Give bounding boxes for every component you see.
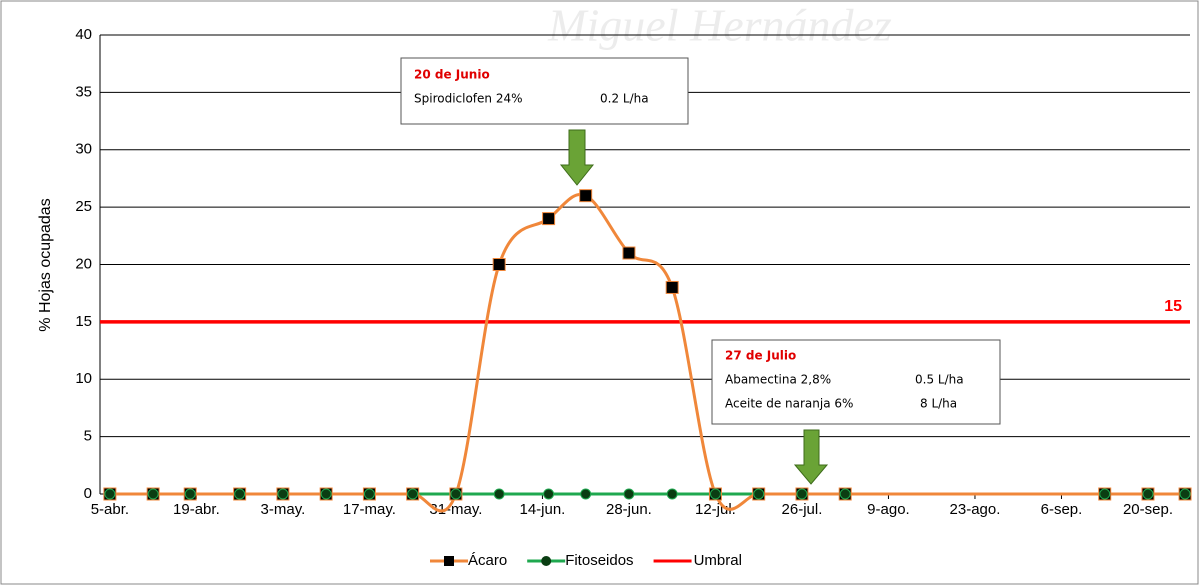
annotation-box bbox=[400, 57, 689, 125]
y-tick-label: 35 bbox=[75, 83, 92, 100]
legend-marker bbox=[444, 556, 454, 566]
legend-marker bbox=[541, 556, 552, 566]
marker bbox=[104, 488, 116, 500]
y-tick-label: 40 bbox=[75, 26, 92, 43]
annotation-box bbox=[711, 339, 1001, 425]
y-tick-label: 0 bbox=[84, 485, 92, 502]
annotation-text: Aceite de naranja 6% bbox=[725, 397, 853, 411]
y-axis-label: % Hojas ocupadas bbox=[37, 198, 54, 331]
marker bbox=[234, 488, 246, 500]
marker bbox=[277, 488, 289, 500]
marker bbox=[363, 488, 375, 500]
marker bbox=[666, 488, 678, 500]
x-tick-label: 14-jun. bbox=[519, 501, 565, 518]
marker bbox=[542, 212, 556, 226]
legend-label: Fitoseidos bbox=[565, 552, 633, 569]
x-tick-label: 28-jun. bbox=[606, 501, 652, 518]
marker bbox=[839, 488, 851, 500]
annotation-text: 8 L/ha bbox=[920, 397, 957, 411]
marker bbox=[184, 488, 196, 500]
x-tick-label: 20-sep. bbox=[1123, 501, 1173, 518]
marker bbox=[709, 488, 721, 500]
marker bbox=[493, 488, 505, 500]
annotation-text: Abamectina 2,8% bbox=[725, 373, 831, 387]
annotation-text: 0.5 L/ha bbox=[915, 373, 964, 387]
marker bbox=[450, 488, 462, 500]
marker bbox=[579, 189, 593, 203]
annotation-title: 20 de Junio bbox=[414, 68, 490, 82]
marker bbox=[622, 246, 636, 260]
arrow bbox=[559, 129, 595, 186]
threshold-label: 15 bbox=[1164, 298, 1182, 315]
x-tick-label: 17-may. bbox=[343, 501, 396, 518]
marker bbox=[1179, 488, 1191, 500]
y-tick-label: 5 bbox=[84, 428, 92, 445]
marker bbox=[492, 258, 506, 271]
x-tick-label: 9-ago. bbox=[867, 501, 910, 518]
annotation-text: 0.2 L/ha bbox=[600, 92, 649, 106]
marker bbox=[623, 488, 635, 500]
marker bbox=[543, 488, 555, 500]
marker bbox=[1142, 488, 1154, 500]
annotation-text: Spirodiclofen 24% bbox=[414, 92, 523, 106]
legend-label: Ácaro bbox=[468, 552, 507, 569]
marker bbox=[147, 488, 159, 500]
marker bbox=[1099, 488, 1111, 500]
y-tick-label: 20 bbox=[75, 255, 92, 272]
marker bbox=[796, 488, 808, 500]
watermark: Miguel Hernández bbox=[547, 0, 892, 51]
x-tick-label: 31-may. bbox=[429, 501, 482, 518]
x-tick-label: 12-jul. bbox=[695, 501, 736, 518]
marker bbox=[665, 280, 679, 294]
marker bbox=[320, 488, 332, 500]
y-tick-label: 30 bbox=[75, 141, 92, 158]
y-tick-label: 25 bbox=[75, 198, 92, 215]
x-tick-label: 6-sep. bbox=[1041, 501, 1083, 518]
y-tick-label: 10 bbox=[75, 370, 92, 387]
x-tick-label: 3-may. bbox=[261, 501, 306, 518]
annotation-title: 27 de Julio bbox=[725, 349, 796, 363]
x-tick-label: 19-abr. bbox=[173, 501, 220, 518]
marker bbox=[407, 488, 419, 500]
marker bbox=[753, 488, 765, 500]
y-tick-label: 15 bbox=[75, 313, 92, 330]
x-tick-label: 5-abr. bbox=[91, 501, 129, 518]
x-tick-label: 26-jul. bbox=[782, 501, 823, 518]
marker bbox=[580, 488, 592, 500]
arrow bbox=[793, 429, 829, 485]
legend-label: Umbral bbox=[694, 552, 742, 569]
x-tick-label: 23-ago. bbox=[950, 501, 1001, 518]
